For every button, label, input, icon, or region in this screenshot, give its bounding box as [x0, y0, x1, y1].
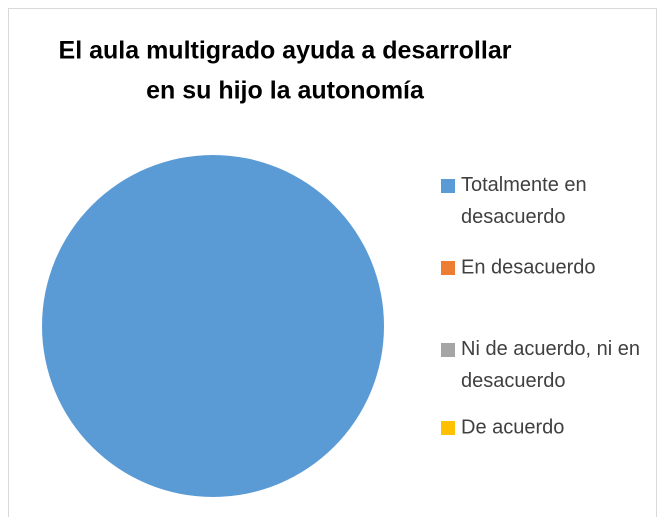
- chart-title: El aula multigrado ayuda a desarrollar: [59, 37, 512, 65]
- legend-label: De acuerdo: [461, 416, 564, 438]
- chart-title: en su hijo la autonomía: [146, 77, 425, 105]
- legend-line: Ni de acuerdo, ni en: [461, 338, 640, 360]
- legend-swatch: [441, 343, 455, 357]
- legend-swatch: [441, 261, 455, 275]
- pie-slice: [42, 155, 384, 497]
- legend-line: desacuerdo: [461, 370, 566, 392]
- legend-label: Totalmente en desacuerdo: [461, 174, 587, 228]
- legend-swatch: [441, 179, 455, 193]
- legend-label: En desacuerdo: [461, 256, 596, 278]
- legend-swatch: [441, 421, 455, 435]
- legend-label: Ni de acuerdo, ni en desacuerdo: [461, 338, 640, 392]
- legend-line: Totalmente en: [461, 174, 587, 196]
- legend-line: desacuerdo: [461, 206, 566, 228]
